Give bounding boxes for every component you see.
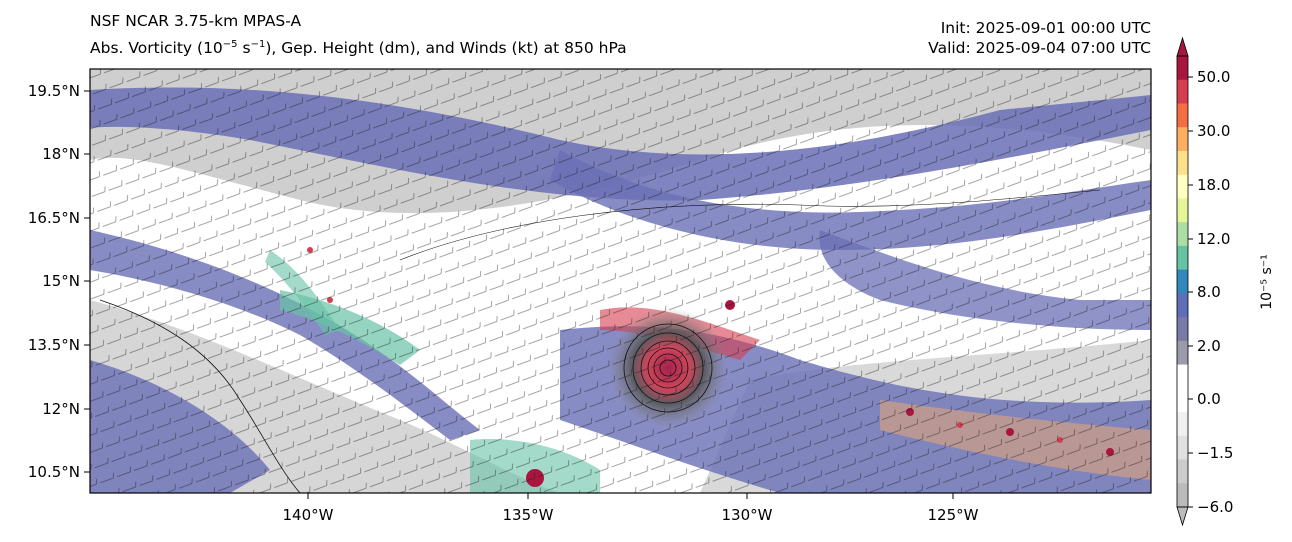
wind-barbs (90, 69, 1151, 493)
colorbar-tick-label: 18.0 (1197, 176, 1230, 194)
lat-tick-label: 16.5°N (28, 209, 80, 227)
colorbar-swatch (1177, 340, 1188, 366)
colorbar-extend-max (1176, 36, 1189, 57)
colorbar: 50.0 30.0 18.0 12.0 8.0 2.0 0.0 −1.5 −6.0 (1176, 36, 1233, 527)
colorbar-swatch (1177, 174, 1188, 199)
lon-tick-label: 140°W (283, 506, 334, 524)
colorbar-swatch (1177, 269, 1188, 294)
lat-tick-label: 15°N (42, 272, 80, 290)
lon-tick-label: 125°W (928, 506, 979, 524)
colorbar-tick-label: 2.0 (1197, 337, 1221, 355)
colorbar-swatch (1177, 364, 1188, 389)
colorbar-swatch (1177, 293, 1188, 318)
colorbar-tick-label: −6.0 (1197, 498, 1233, 516)
subtitle-exponent-1: −5 (222, 39, 238, 50)
valid-time: Valid: 2025-09-04 07:00 UTC (928, 39, 1151, 57)
colorbar-swatch (1177, 459, 1188, 484)
colorbar-swatch (1177, 103, 1188, 128)
colorbar-frame (1176, 55, 1189, 508)
figure-title: NSF NCAR 3.75-km MPAS-A (90, 12, 302, 30)
colorbar-swatch (1177, 435, 1188, 461)
subtitle-exponent-2: −1 (250, 39, 266, 50)
colorbar-swatch (1177, 245, 1188, 271)
colorbar-label: 10⁻⁵ s⁻¹ (1259, 254, 1275, 310)
colorbar-swatch (1177, 79, 1188, 104)
colorbar-swatch (1177, 127, 1188, 152)
colorbar-tick-label: 12.0 (1197, 230, 1230, 248)
colorbar-tick-label: 0.0 (1197, 390, 1221, 408)
subtitle-prefix: Abs. Vorticity (10 (90, 39, 223, 58)
colorbar-swatch (1177, 483, 1188, 508)
colorbar-swatch (1177, 388, 1188, 413)
lon-tick-label: 130°W (722, 506, 773, 524)
colorbar-swatch (1177, 222, 1188, 247)
subtitle-mid: s (237, 39, 251, 58)
colorbar-swatch (1177, 412, 1188, 437)
lat-tick-label: 13.5°N (28, 336, 80, 354)
lat-tick-label: 12°N (42, 400, 80, 418)
colorbar-extend-min (1176, 506, 1189, 527)
lat-tick-label: 10.5°N (28, 463, 80, 481)
subtitle-suffix: ), Gep. Height (dm), and Winds (kt) at 8… (265, 39, 627, 58)
colorbar-tick-label: −1.5 (1197, 444, 1233, 462)
colorbar-swatch (1177, 150, 1188, 176)
colorbar-tick-label: 50.0 (1197, 68, 1230, 86)
colorbar-swatch (1177, 198, 1188, 223)
colorbar-swatch (1177, 56, 1188, 81)
longitude-axis: 140°W 135°W 130°W 125°W (283, 493, 979, 524)
figure-subtitle: Abs. Vorticity (10−5 s−1), Gep. Height (… (90, 40, 627, 57)
colorbar-tick-label: 8.0 (1197, 283, 1221, 301)
lon-tick-label: 135°W (503, 506, 554, 524)
latitude-axis: 19.5°N 18°N 16.5°N 15°N 13.5°N 12°N 10.5°N (28, 82, 90, 481)
map-panel (90, 69, 1151, 493)
init-time: Init: 2025-09-01 00:00 UTC (940, 19, 1151, 37)
lat-tick-label: 18°N (42, 145, 80, 163)
colorbar-swatch (1177, 317, 1188, 342)
lat-tick-label: 19.5°N (28, 82, 80, 100)
colorbar-tick-label: 30.0 (1197, 122, 1230, 140)
